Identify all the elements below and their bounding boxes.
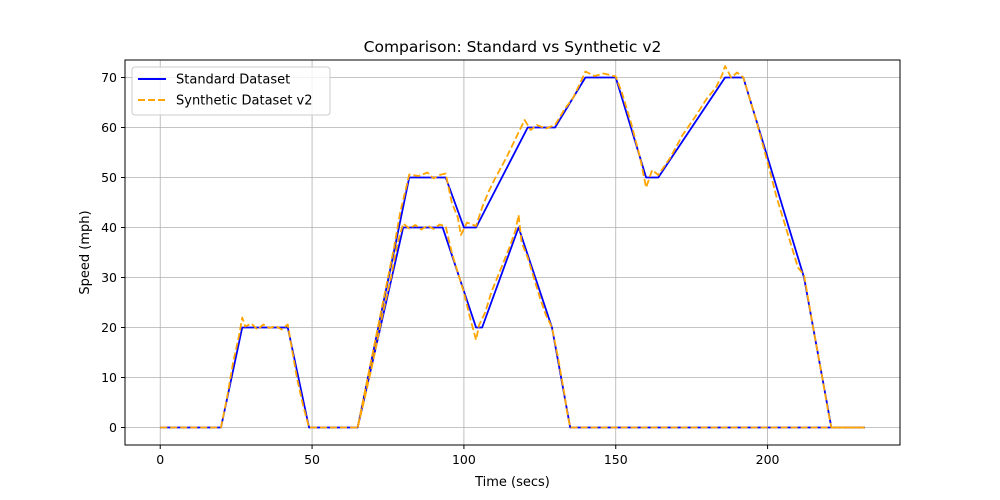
chart-title: Comparison: Standard vs Synthetic v2 [364, 38, 662, 56]
series-line-synthetic [356, 214, 865, 429]
series-line-synthetic [160, 65, 865, 429]
y-tick-label: 60 [101, 120, 117, 135]
x-tick-label: 150 [604, 452, 628, 467]
y-tick-label: 40 [101, 220, 117, 235]
y-tick-label: 70 [101, 70, 117, 85]
legend: Standard Dataset Synthetic Dataset v2 [131, 66, 331, 116]
x-tick-label: 100 [452, 452, 476, 467]
x-tick-label: 50 [304, 452, 320, 467]
legend-label-synthetic: Synthetic Dataset v2 [176, 94, 313, 109]
y-tick-label: 50 [101, 170, 117, 185]
x-tick-label: 0 [156, 452, 164, 467]
y-tick-label: 30 [101, 270, 117, 285]
series-layer [160, 65, 865, 429]
y-axis-label: Speed (mph) [78, 210, 93, 294]
axis-ticks: 0 50 100 150 200 0 10 20 30 40 50 60 70 [101, 70, 779, 467]
legend-label-standard: Standard Dataset [176, 73, 290, 88]
series-line-standard [160, 76, 865, 429]
legend-box [131, 66, 331, 116]
plot-frame [124, 59, 901, 446]
y-tick-label: 0 [109, 420, 117, 435]
x-tick-label: 200 [756, 452, 780, 467]
y-tick-label: 10 [101, 370, 117, 385]
grid-lines [125, 60, 900, 445]
x-axis-label: Time (secs) [474, 475, 550, 490]
y-tick-label: 20 [101, 320, 117, 335]
